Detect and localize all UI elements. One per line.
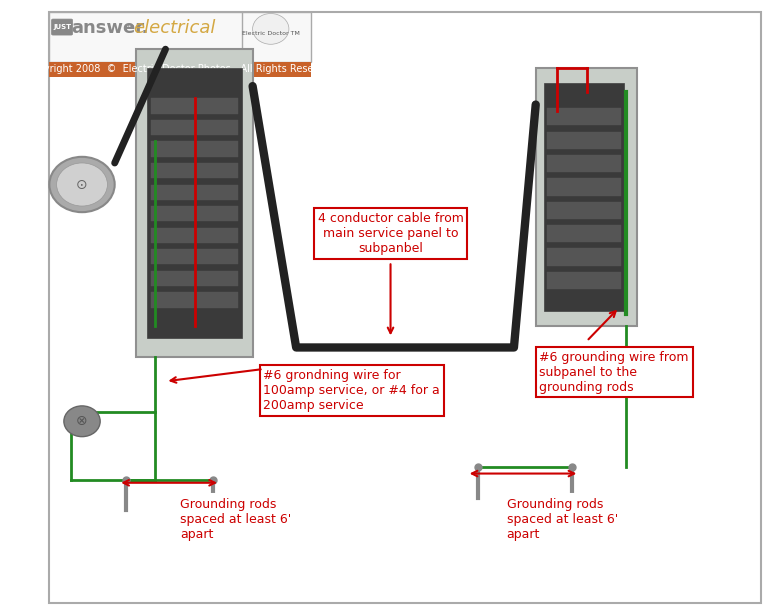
FancyBboxPatch shape xyxy=(151,271,238,286)
FancyBboxPatch shape xyxy=(536,68,637,326)
FancyBboxPatch shape xyxy=(548,132,621,149)
FancyBboxPatch shape xyxy=(151,141,238,157)
FancyBboxPatch shape xyxy=(548,202,621,219)
FancyBboxPatch shape xyxy=(51,19,73,35)
FancyBboxPatch shape xyxy=(151,228,238,243)
Text: answer.: answer. xyxy=(71,18,148,37)
Text: Grounding rods
spaced at least 6'
apart: Grounding rods spaced at least 6' apart xyxy=(180,498,291,541)
Text: electrical: electrical xyxy=(133,18,215,37)
FancyBboxPatch shape xyxy=(151,292,238,308)
Circle shape xyxy=(253,14,289,44)
FancyBboxPatch shape xyxy=(545,83,624,311)
FancyBboxPatch shape xyxy=(49,12,761,603)
Circle shape xyxy=(57,163,108,206)
FancyBboxPatch shape xyxy=(137,49,253,357)
Text: Grounding rods
spaced at least 6'
apart: Grounding rods spaced at least 6' apart xyxy=(507,498,618,541)
Text: JUST: JUST xyxy=(53,24,71,30)
FancyBboxPatch shape xyxy=(151,184,238,200)
FancyBboxPatch shape xyxy=(151,249,238,264)
Text: #6 grounding wire from
subpanel to the
grounding rods: #6 grounding wire from subpanel to the g… xyxy=(539,351,689,394)
Text: #6 grondning wire for
100amp service, or #4 for a
200amp service: #6 grondning wire for 100amp service, or… xyxy=(263,369,440,412)
FancyBboxPatch shape xyxy=(548,108,621,125)
Text: ⊙: ⊙ xyxy=(76,178,88,191)
FancyBboxPatch shape xyxy=(548,225,621,242)
Text: 4 conductor cable from
main service panel to
subpanbel: 4 conductor cable from main service pane… xyxy=(318,212,463,255)
FancyBboxPatch shape xyxy=(151,163,238,178)
Text: ™: ™ xyxy=(126,23,135,33)
FancyBboxPatch shape xyxy=(151,120,238,135)
FancyBboxPatch shape xyxy=(548,272,621,289)
FancyBboxPatch shape xyxy=(147,68,242,338)
FancyBboxPatch shape xyxy=(49,12,311,62)
FancyBboxPatch shape xyxy=(548,155,621,172)
Text: Copyright 2008  ©  Electric Doctor Photos - All Rights Reserved: Copyright 2008 © Electric Doctor Photos … xyxy=(25,64,335,74)
FancyBboxPatch shape xyxy=(151,206,238,221)
Text: ⊗: ⊗ xyxy=(76,415,88,428)
Circle shape xyxy=(64,406,100,437)
FancyBboxPatch shape xyxy=(151,98,238,114)
FancyBboxPatch shape xyxy=(548,178,621,196)
FancyBboxPatch shape xyxy=(49,62,311,77)
Circle shape xyxy=(49,157,114,212)
FancyBboxPatch shape xyxy=(548,248,621,266)
Text: Electric Doctor TM: Electric Doctor TM xyxy=(242,31,300,36)
